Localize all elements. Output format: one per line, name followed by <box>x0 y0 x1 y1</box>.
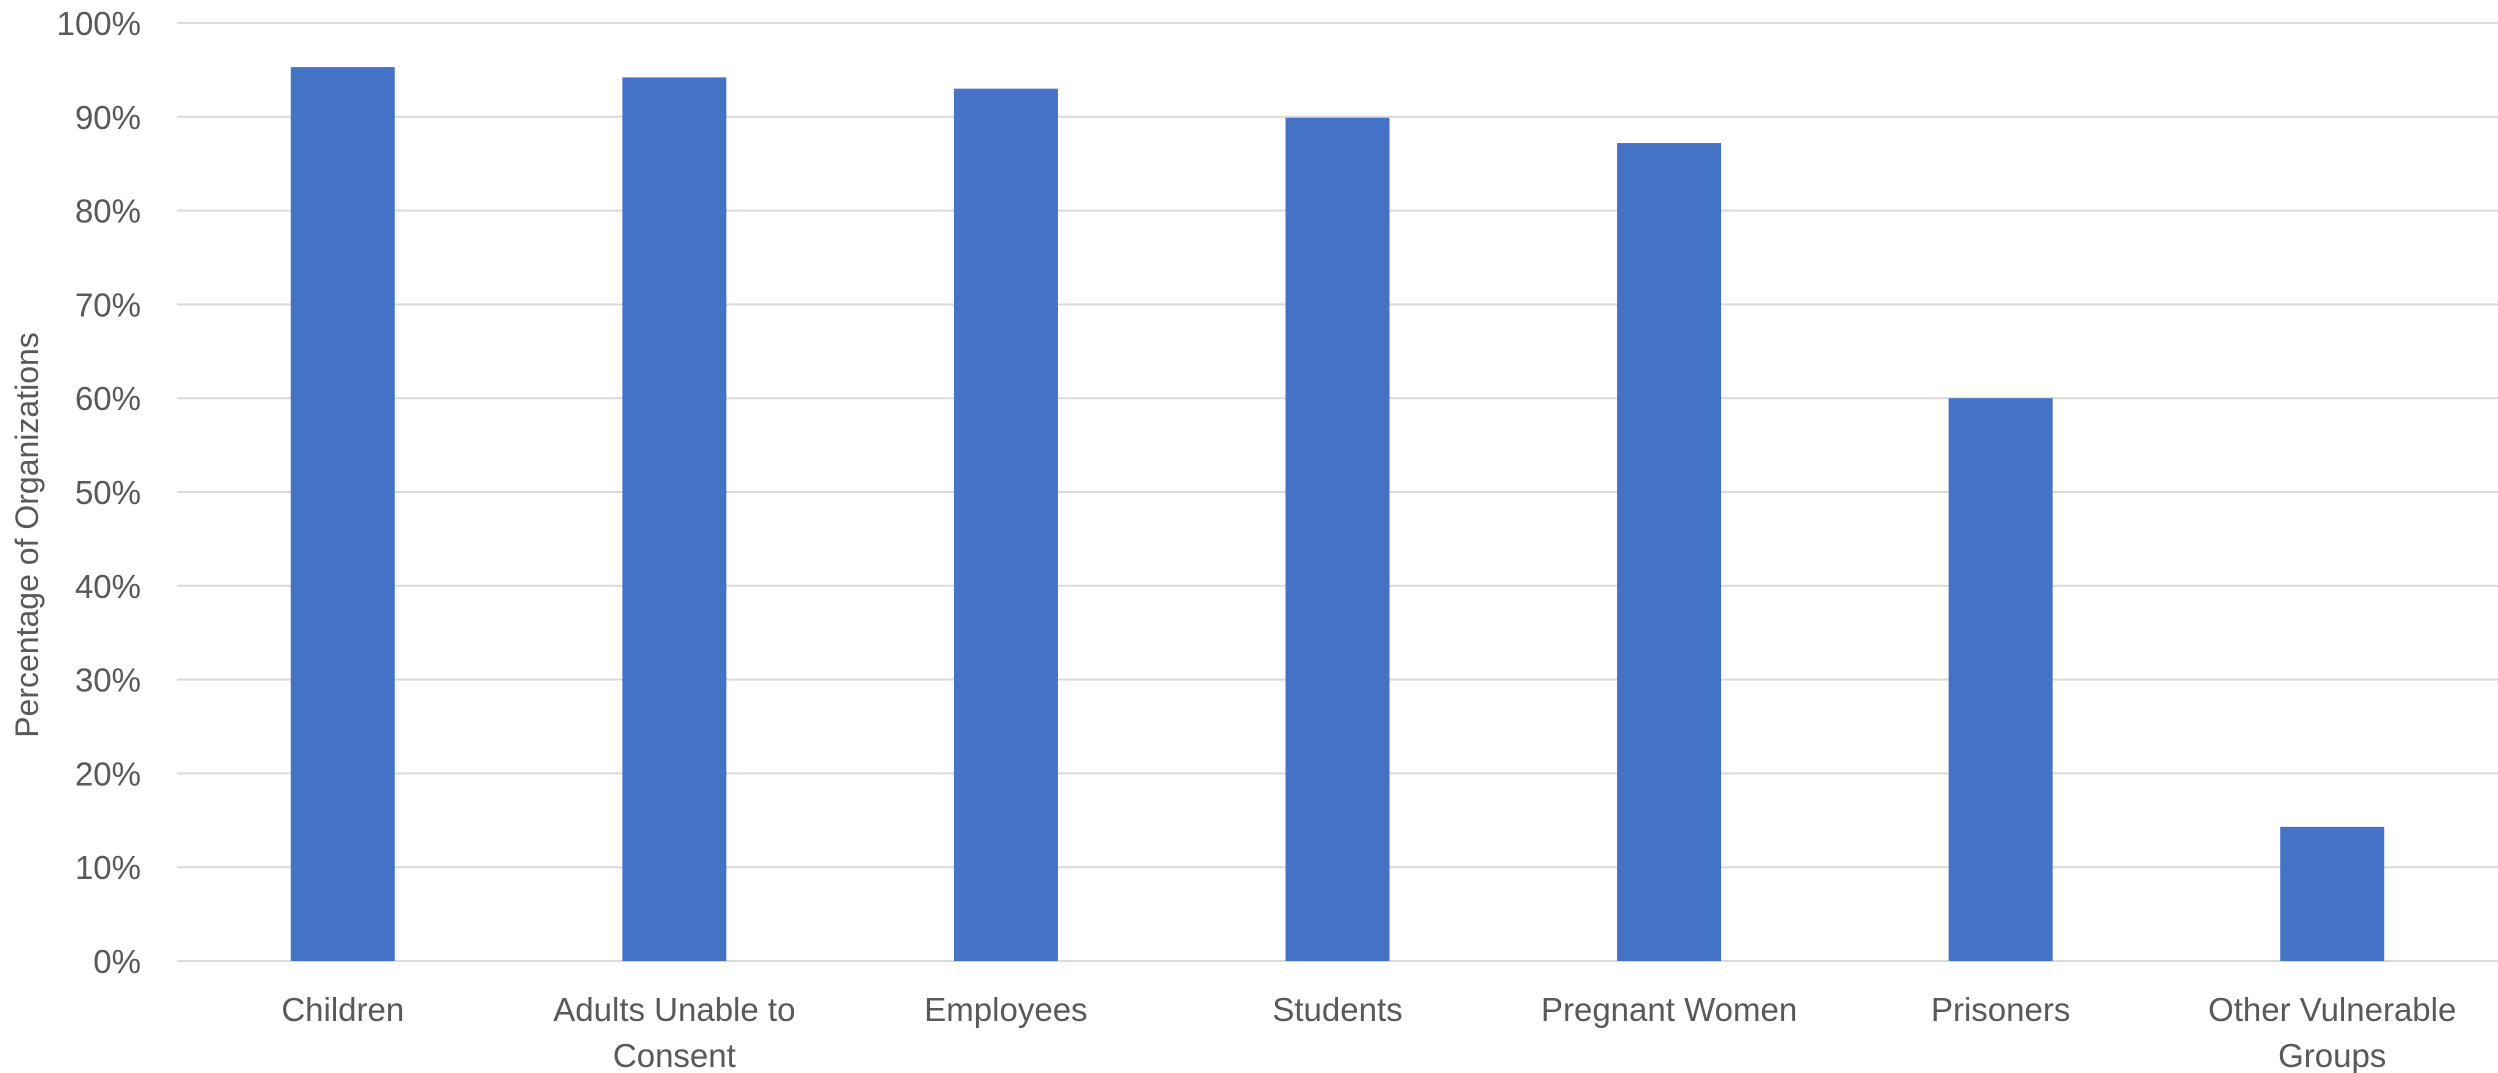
y-tick-label: 70% <box>75 286 141 323</box>
x-category-label: Children <box>281 991 404 1028</box>
bar <box>290 67 395 961</box>
y-tick-label: 60% <box>75 380 141 417</box>
y-tick-label: 10% <box>75 849 141 886</box>
y-axis-tick-labels: 0% 10% 20% 30% 40% 50% 60% 70% 80% 90% 100% <box>57 5 141 980</box>
bar <box>1948 398 2053 961</box>
x-category-label: Pregnant Women <box>1541 991 1797 1028</box>
x-category-label: Students <box>1272 991 1402 1028</box>
x-category-label: Adults Unable to Consent <box>553 991 795 1073</box>
bars <box>290 67 2385 962</box>
y-tick-label: 90% <box>75 99 141 136</box>
y-tick-label: 30% <box>75 662 141 699</box>
y-tick-label: 80% <box>75 193 141 230</box>
x-category-label: Other Vulnerable Groups <box>2208 991 2456 1073</box>
bar <box>1617 143 1722 962</box>
x-category-label: Prisoners <box>1931 991 2070 1028</box>
x-axis-category-labels: Children Adults Unable to Consent Employees… <box>281 991 2456 1073</box>
bar <box>1285 117 1390 962</box>
y-axis-title: Percentage of Organizations <box>9 332 45 738</box>
y-tick-label: 0% <box>93 943 141 980</box>
y-tick-label: 100% <box>57 5 141 42</box>
bar <box>2280 826 2385 961</box>
x-category-label: Employees <box>924 991 1087 1028</box>
y-tick-label: 20% <box>75 755 141 792</box>
bar <box>622 77 727 962</box>
bar <box>953 88 1058 961</box>
y-tick-label: 50% <box>75 474 141 511</box>
y-tick-label: 40% <box>75 568 141 605</box>
